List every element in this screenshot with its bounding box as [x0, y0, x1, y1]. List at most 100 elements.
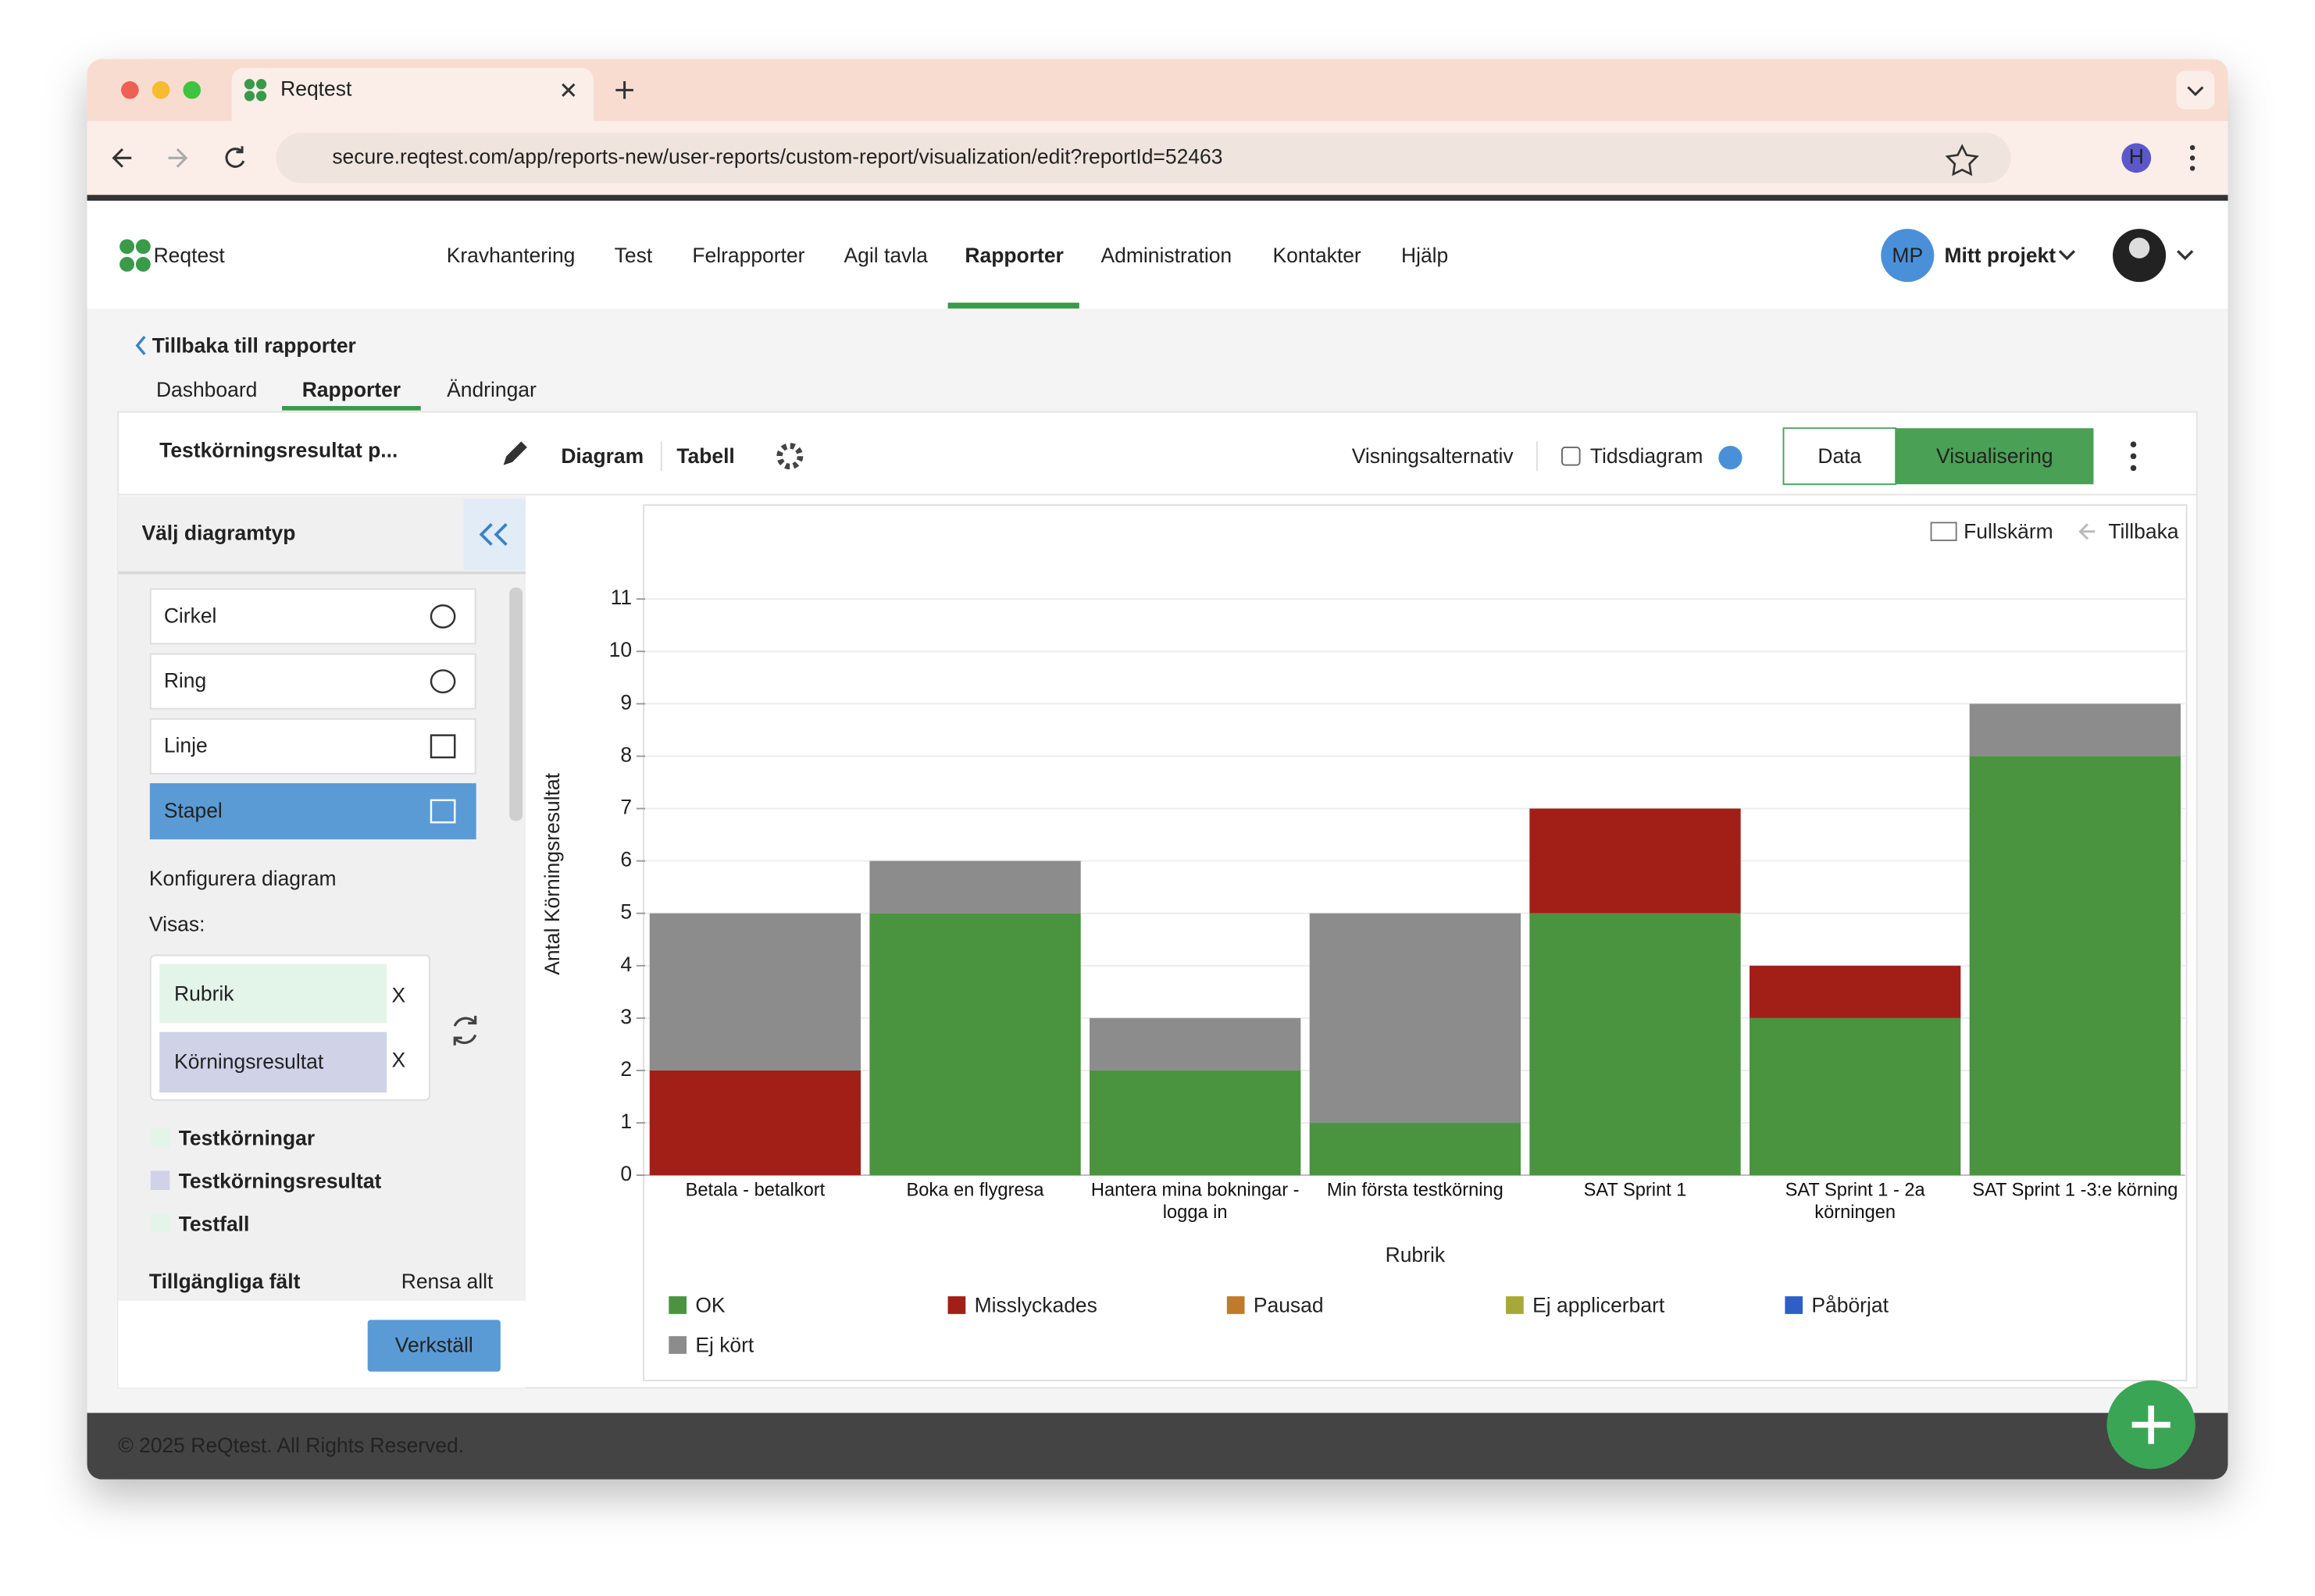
- undo[interactable]: Tillbaka: [2108, 520, 2178, 543]
- chart-types: Cirkel Ring Linje Stapel: [149, 588, 476, 839]
- nav: Kravhantering Test Felrapporter Agil tavla R…: [447, 244, 1449, 267]
- bar-segment: [1309, 913, 1521, 1124]
- new-tab[interactable]: [615, 80, 633, 99]
- chart-type[interactable]: [149, 718, 476, 775]
- chart-type-icon: [430, 669, 456, 694]
- y-tick-label: 10: [609, 638, 632, 661]
- data-button[interactable]: [1782, 427, 1897, 486]
- subtab[interactable]: Ändringar: [447, 378, 537, 401]
- back-link[interactable]: Tillbaka till rapporter: [152, 333, 356, 357]
- legend-swatch: [947, 1296, 966, 1314]
- project-name[interactable]: Mitt projekt: [1945, 244, 2056, 267]
- chart-type[interactable]: [149, 783, 476, 839]
- profile-initial: H: [2129, 144, 2144, 168]
- chart-type-icon: [430, 604, 456, 629]
- tab[interactable]: [231, 67, 594, 122]
- card-menu[interactable]: [2130, 441, 2137, 472]
- apply-button[interactable]: [367, 1320, 501, 1372]
- options-label[interactable]: Visningsalternativ: [1352, 444, 1514, 468]
- nav-item[interactable]: Agil tavla: [844, 244, 929, 267]
- checkbox[interactable]: [1561, 446, 1581, 466]
- legend-swatch: [669, 1336, 687, 1354]
- legend-label[interactable]: Misslyckades: [975, 1293, 1097, 1316]
- nav-item[interactable]: Felrapporter: [692, 244, 804, 267]
- subtab[interactable]: Rapporter: [302, 378, 401, 401]
- nav-item[interactable]: Administration: [1101, 244, 1232, 267]
- bar-segment: [649, 1070, 861, 1176]
- tab-title: Reqtest: [280, 77, 352, 100]
- view-tab[interactable]: Tabell: [676, 444, 734, 468]
- settings-icon[interactable]: [776, 443, 804, 470]
- y-tick-label: 6: [620, 848, 632, 871]
- nav-item[interactable]: Hjälp: [1401, 244, 1448, 267]
- nav-item[interactable]: Rapporter: [965, 244, 1063, 267]
- app-header: [87, 201, 2228, 309]
- x-tick-label: SAT Sprint 1: [1583, 1179, 1687, 1201]
- remove[interactable]: X: [392, 1048, 406, 1071]
- clear-all[interactable]: Rensa allt: [401, 1270, 494, 1293]
- legend-swatch: [669, 1296, 687, 1314]
- chip[interactable]: [159, 964, 387, 1024]
- chart-type-icon: [430, 734, 456, 759]
- view-tab[interactable]: Diagram: [561, 444, 644, 468]
- group[interactable]: Testfall: [179, 1212, 250, 1235]
- legend-label[interactable]: OK: [695, 1293, 726, 1316]
- star[interactable]: [1945, 144, 1979, 176]
- group[interactable]: Testkörningsresultat: [179, 1170, 382, 1193]
- swap-icon[interactable]: [453, 1015, 477, 1046]
- bar-segment: [1529, 808, 1741, 914]
- bar-segment: [1750, 1017, 1961, 1176]
- subtab[interactable]: Dashboard: [156, 378, 257, 401]
- checkbox-label[interactable]: Tidsdiagram: [1590, 444, 1703, 468]
- legend-label[interactable]: Ej kört: [695, 1333, 754, 1356]
- y-tick-label: 4: [620, 953, 632, 976]
- group[interactable]: Testkörningar: [179, 1127, 315, 1150]
- project-badge[interactable]: [1881, 229, 1935, 283]
- profile[interactable]: [2121, 143, 2152, 173]
- chevron: [2058, 250, 2076, 261]
- reload[interactable]: [225, 146, 245, 168]
- legend-label[interactable]: Ej applicerbart: [1532, 1293, 1665, 1316]
- visualization-button[interactable]: [1896, 428, 2094, 485]
- chart-type-label: Cirkel: [164, 604, 217, 627]
- y-tick-label: 9: [620, 690, 632, 714]
- chip[interactable]: [159, 1031, 387, 1093]
- url-field[interactable]: [276, 133, 2011, 183]
- nav-item[interactable]: Test: [615, 244, 653, 267]
- forward[interactable]: [168, 148, 188, 168]
- section-title: Tillgängliga fält: [149, 1270, 301, 1293]
- x-tick-wrap: Boka en flygresa: [907, 1180, 1044, 1200]
- edit-icon[interactable]: [503, 441, 527, 465]
- back[interactable]: [112, 148, 132, 168]
- plus: [2131, 1405, 2171, 1445]
- nav-item[interactable]: Kravhantering: [447, 244, 576, 267]
- min-dot[interactable]: [152, 80, 170, 99]
- tab-bar: [87, 59, 2228, 122]
- x-tick-label: Hantera mina bokningar - logga in: [1090, 1179, 1300, 1223]
- collapse-icon: [479, 522, 508, 547]
- remove[interactable]: X: [392, 983, 406, 1006]
- logo[interactable]: Reqtest: [154, 244, 226, 267]
- tab-menu[interactable]: [2176, 70, 2215, 109]
- max-dot[interactable]: [183, 80, 202, 99]
- scrollbar[interactable]: [509, 587, 523, 821]
- tab-close[interactable]: [562, 83, 576, 97]
- browser-menu[interactable]: [2189, 144, 2196, 171]
- legend-label[interactable]: Pausad: [1254, 1293, 1324, 1316]
- group-swatch: [150, 1213, 170, 1233]
- info-icon[interactable]: [1718, 446, 1742, 470]
- divider: [87, 194, 2228, 201]
- x-tick-label: Min första testkörning: [1326, 1179, 1504, 1201]
- undo-icon: [2078, 523, 2096, 540]
- bar-segment: [869, 913, 1081, 1176]
- fullscreen[interactable]: Fullskärm: [1964, 520, 2053, 543]
- nav-item[interactable]: Kontakter: [1273, 244, 1361, 267]
- x-tick-wrap: SAT Sprint 1: [1583, 1179, 1687, 1201]
- chart-type[interactable]: [149, 653, 476, 710]
- legend-label[interactable]: Påbörjat: [1811, 1293, 1889, 1316]
- y-tick-label: 3: [620, 1005, 632, 1028]
- chip-label: Körningsresultat: [174, 1049, 324, 1073]
- subtab-active: [282, 405, 421, 411]
- close-dot[interactable]: [121, 80, 139, 99]
- chart-type[interactable]: [149, 588, 476, 645]
